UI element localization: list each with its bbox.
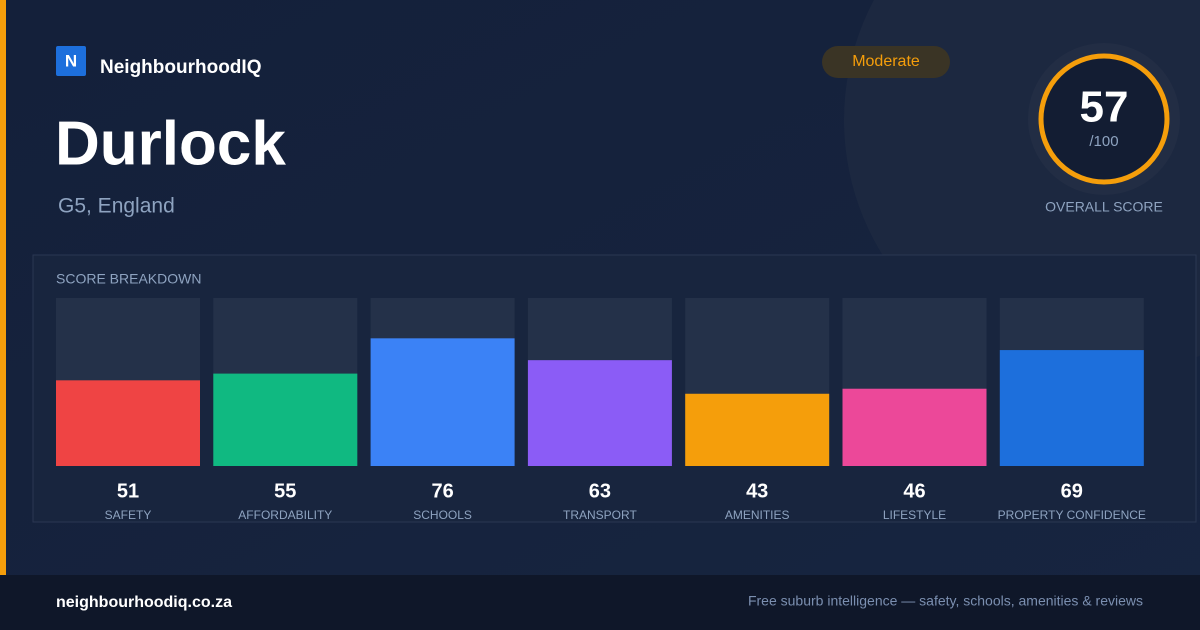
badge-text: Moderate xyxy=(852,53,920,70)
bar-label: AFFORDABILITY xyxy=(238,508,332,522)
bar-label: SAFETY xyxy=(105,508,152,522)
bar xyxy=(685,393,830,466)
logo-letter: N xyxy=(65,51,77,70)
bar-value: 51 xyxy=(117,480,139,502)
bar-value: 55 xyxy=(274,480,296,502)
logo xyxy=(56,46,86,76)
bar xyxy=(999,350,1144,466)
bar xyxy=(842,388,987,466)
bar xyxy=(527,360,672,466)
place-name: Durlock xyxy=(55,109,286,178)
bar-label: TRANSPORT xyxy=(563,508,637,522)
bar-label: AMENITIES xyxy=(725,508,790,522)
bar-value: 43 xyxy=(746,480,768,502)
bar-label: SCHOOLS xyxy=(413,508,472,522)
accent-stripe xyxy=(0,0,6,575)
overall-max: /100 xyxy=(1089,133,1118,150)
footer-url: neighbourhoodiq.co.za xyxy=(56,594,232,611)
bar xyxy=(370,338,515,466)
bar-value: 69 xyxy=(1061,480,1083,502)
bar-label: PROPERTY CONFIDENCE xyxy=(998,508,1146,522)
footer-tagline: Free suburb intelligence — safety, schoo… xyxy=(748,593,1143,609)
bar xyxy=(213,373,358,466)
bar-value: 76 xyxy=(431,480,453,502)
bar xyxy=(56,380,200,466)
place-location: G5, England xyxy=(58,195,175,218)
badge xyxy=(822,46,950,78)
score-ring xyxy=(1038,53,1170,185)
footer xyxy=(0,575,1200,630)
brand: NeighbourhoodIQ xyxy=(100,57,261,78)
bar-value: 63 xyxy=(589,480,611,502)
overall-score: 57 xyxy=(1080,83,1129,132)
bar-value: 46 xyxy=(903,480,925,502)
overall-label: OVERALL SCORE xyxy=(1045,199,1163,215)
breakdown-title: SCORE BREAKDOWN xyxy=(56,271,201,287)
bar-label: LIFESTYLE xyxy=(883,508,946,522)
